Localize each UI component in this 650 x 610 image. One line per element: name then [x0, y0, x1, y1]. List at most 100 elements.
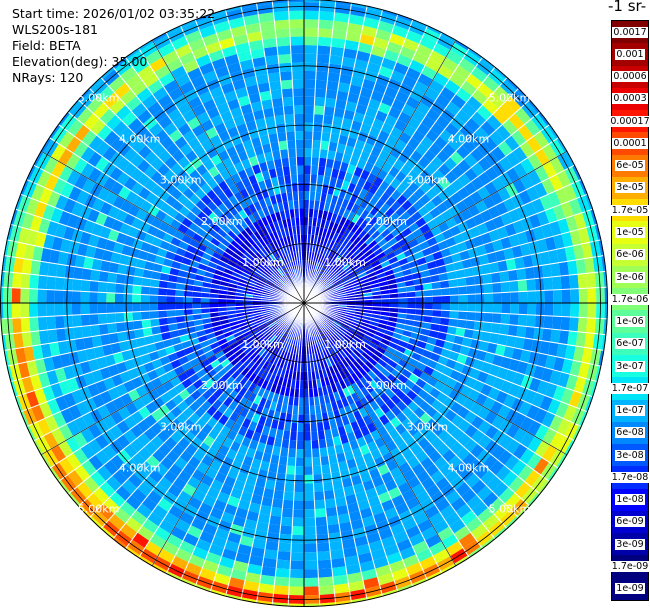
- ppi-gate-cell: [405, 562, 423, 576]
- ppi-gate-cell: [13, 332, 24, 349]
- ppi-gate-cell: [285, 474, 295, 484]
- ppi-gate-cell: [312, 139, 322, 150]
- ppi-gate-cell: [505, 515, 519, 529]
- ppi-gate-cell: [273, 271, 281, 279]
- ppi-gate-cell: [439, 462, 454, 477]
- ppi-gate-cell: [43, 156, 59, 175]
- ppi-gate-cell: [292, 517, 304, 527]
- ppi-gate-cell: [375, 28, 392, 42]
- ppi-gate-cell: [436, 331, 447, 341]
- ppi-gate-cell: [289, 165, 298, 175]
- ppi-gate-cell: [560, 201, 574, 218]
- ppi-gate-cell: [106, 303, 116, 314]
- ppi-gate-cell: [71, 389, 85, 405]
- ppi-gate-cell: [561, 231, 574, 248]
- ppi-gate-cell: [385, 398, 397, 410]
- ppi-gate-cell: [292, 405, 299, 415]
- ppi-gate-cell: [347, 242, 356, 252]
- ppi-gate-cell: [331, 334, 339, 344]
- ppi-gate-cell: [366, 327, 377, 335]
- ppi-gate-cell: [89, 182, 103, 198]
- ppi-gate-cell: [217, 242, 228, 252]
- ppi-gate-cell: [353, 316, 363, 322]
- ppi-gate-cell: [454, 39, 470, 51]
- ppi-gate-cell: [405, 285, 416, 293]
- ppi-gate-cell: [131, 376, 144, 389]
- ppi-gate-cell: [541, 411, 556, 428]
- ppi-gate-cell: [467, 546, 483, 558]
- ppi-gate-cell: [261, 379, 270, 390]
- ppi-gate-cell: [332, 20, 349, 32]
- ppi-gate-cell: [99, 201, 113, 216]
- ppi-gate-cell: [322, 359, 329, 369]
- ppi-gate-cell: [73, 448, 89, 465]
- ppi-gate-cell: [451, 343, 462, 354]
- ppi-gate-cell: [87, 208, 100, 223]
- ppi-gate-cell: [320, 276, 328, 284]
- ppi-gate-cell: [54, 315, 65, 330]
- ppi-gate-cell: [310, 174, 318, 184]
- ppi-gate-cell: [329, 261, 337, 270]
- ppi-gate-cell: [279, 321, 287, 329]
- ppi-gate-cell: [283, 491, 295, 501]
- ppi-gate-cell: [115, 232, 128, 245]
- ppi-gate-cell: [254, 314, 264, 319]
- ppi-gate-cell: [411, 462, 426, 477]
- ppi-gate-cell: [509, 280, 519, 293]
- range-ring-label: 5.00km: [489, 502, 531, 515]
- ppi-gate-cell: [270, 274, 279, 282]
- ppi-gate-cell: [158, 310, 168, 319]
- ppi-gate-cell: [421, 321, 432, 330]
- ppi-gate-cell: [352, 281, 362, 288]
- ppi-gate-cell: [459, 345, 471, 357]
- ppi-gate-cell: [456, 319, 467, 329]
- ppi-gate-cell: [314, 191, 322, 202]
- ppi-gate-cell: [374, 110, 388, 123]
- ppi-gate-cell: [206, 486, 221, 500]
- ppi-gate-cell: [425, 57, 442, 73]
- ppi-gate-cell: [323, 257, 330, 266]
- ppi-gate-cell: [168, 323, 178, 332]
- ppi-gate-cell: [342, 208, 351, 219]
- ppi-gate-cell: [288, 10, 304, 20]
- ppi-gate-cell: [232, 515, 247, 528]
- ray-separator: [303, 302, 576, 442]
- ppi-gate-cell: [292, 88, 304, 97]
- ppi-gate-cell: [368, 256, 379, 265]
- ppi-gate-cell: [304, 543, 318, 553]
- ppi-gate-cell: [144, 150, 159, 165]
- ppi-gate-cell: [223, 268, 234, 276]
- ppi-gate-cell: [327, 249, 335, 259]
- ppi-gate-cell: [337, 460, 349, 472]
- ppi-gate-cell: [355, 103, 368, 115]
- ppi-gate-cell: [445, 262, 456, 273]
- ppi-gate-cell: [362, 142, 374, 154]
- ppi-gate-cell: [365, 487, 378, 500]
- ppi-gate-cell: [328, 326, 336, 334]
- ppi-gate-cell: [411, 129, 426, 144]
- ppi-gate-cell: [511, 459, 527, 477]
- ppi-gate-cell: [106, 312, 116, 324]
- ppi-gate-cell: [461, 336, 473, 348]
- ppi-gate-cell: [415, 548, 433, 563]
- ppi-gate-cell: [269, 275, 278, 283]
- ppi-gate-cell: [326, 313, 336, 319]
- ppi-gate-cell: [217, 403, 229, 415]
- ppi-gate-cell: [495, 249, 506, 262]
- ppi-gate-cell: [80, 146, 96, 163]
- ppi-gate-cell: [328, 356, 336, 366]
- ppi-gate-cell: [551, 316, 562, 330]
- ppi-gate-cell: [78, 504, 92, 518]
- ppi-gate-cell: [477, 406, 491, 421]
- ppi-gate-cell: [499, 323, 510, 336]
- ppi-gate-cell: [205, 41, 222, 55]
- ppi-gate-cell: [286, 456, 296, 467]
- ppi-gate-cell: [329, 540, 344, 551]
- ppi-gate-cell: [549, 369, 562, 386]
- ppi-gate-cell: [472, 213, 485, 227]
- ppi-gate-cell: [51, 236, 64, 252]
- ppi-gate-cell: [137, 109, 153, 125]
- ppi-gate-cell: [221, 548, 238, 561]
- ppi-gate-cell: [249, 245, 258, 255]
- ray-separator: [303, 302, 399, 593]
